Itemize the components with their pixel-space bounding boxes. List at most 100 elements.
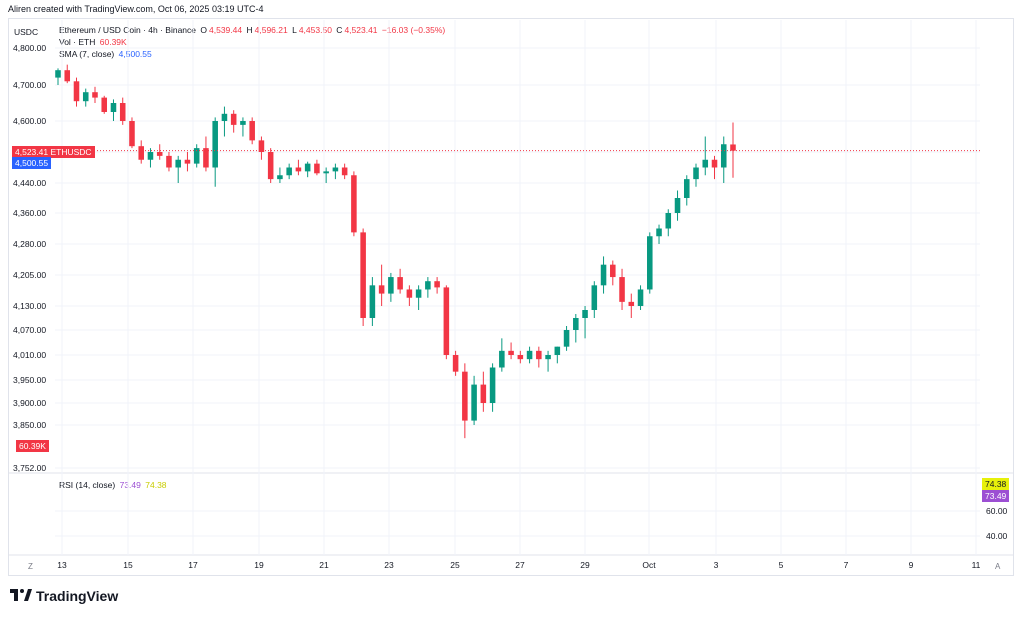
candle-body xyxy=(628,301,635,306)
candle-body xyxy=(129,121,135,147)
rsi-tick-label: 60.00 xyxy=(986,506,1008,516)
candle-body xyxy=(545,355,551,360)
candle-body xyxy=(351,175,357,233)
candle-body xyxy=(582,310,588,318)
y-tick-label: 4,700.00 xyxy=(13,80,46,90)
candle-body xyxy=(415,289,422,298)
y-tick-label: 4,130.00 xyxy=(13,301,46,311)
y-tick-label: 4,440.00 xyxy=(13,178,46,188)
rsi-ma-value: 74.38 xyxy=(145,480,167,490)
candle-body xyxy=(277,175,283,180)
candle-body xyxy=(360,232,366,318)
candle-body xyxy=(230,113,237,125)
candle-body xyxy=(683,179,690,198)
rsi-tick-label: 40.00 xyxy=(986,531,1008,541)
x-tick-label: 27 xyxy=(515,560,525,570)
candle-body xyxy=(610,264,616,278)
rsi-label: RSI (14, close) xyxy=(59,480,116,490)
sma-value: 4,500.55 xyxy=(118,49,152,59)
tradingview-logo[interactable]: TradingView xyxy=(10,588,118,604)
candle-body xyxy=(489,367,496,403)
candle-body xyxy=(240,121,246,125)
candle-body xyxy=(508,350,514,355)
sma-legend[interactable]: SMA (7, close) 4,500.55 xyxy=(59,49,154,59)
candle-body xyxy=(693,167,699,180)
x-tick-label: Oct xyxy=(642,560,656,570)
candle-body xyxy=(304,163,311,172)
tradingview-logo-icon xyxy=(10,588,32,604)
candle-body xyxy=(64,70,71,82)
candle-body xyxy=(397,277,403,290)
candle-body xyxy=(702,159,709,168)
candle-body xyxy=(730,144,736,151)
candle-body xyxy=(378,285,385,294)
candle-body xyxy=(720,144,727,168)
x-tick-label: 19 xyxy=(254,560,264,570)
candle-body xyxy=(156,152,163,156)
candle-body xyxy=(499,350,505,368)
candle-body xyxy=(295,167,302,172)
candle-body xyxy=(665,213,672,229)
high-value: 4,596.21 xyxy=(254,25,288,35)
x-tick-label: 21 xyxy=(319,560,329,570)
zoom-reset-button[interactable]: Z xyxy=(28,562,33,571)
volume-tag: 60.39K xyxy=(16,440,49,452)
candle-body xyxy=(480,384,487,403)
candle-body xyxy=(656,228,662,237)
candle-body xyxy=(82,92,89,102)
x-tick-label: 13 xyxy=(57,560,67,570)
change-value: −16.03 (−0.35%) xyxy=(381,25,446,35)
y-tick-label: 4,205.00 xyxy=(13,270,46,280)
x-tick-label: 9 xyxy=(909,560,914,570)
x-tick-label: 29 xyxy=(580,560,590,570)
open-label: O xyxy=(200,25,208,35)
y-tick-label: 4,800.00 xyxy=(13,43,46,53)
y-tick-label: 4,360.00 xyxy=(13,208,46,218)
candle-body xyxy=(341,167,348,176)
x-tick-label: 23 xyxy=(384,560,394,570)
volume-label: Vol · ETH xyxy=(59,37,96,47)
sma-price-tag: 4,500.55 xyxy=(12,157,52,169)
candle-body xyxy=(619,277,625,302)
candle-body xyxy=(637,289,644,306)
close-label: C xyxy=(336,25,343,35)
last-price-tag: 4,523.41 ETHUSDC xyxy=(12,146,95,158)
open-value: 4,539.44 xyxy=(209,25,243,35)
y-tick-label: 4,280.00 xyxy=(13,239,46,249)
chart-credit: Aliren created with TradingView.com, Oct… xyxy=(8,4,264,14)
candle-body xyxy=(249,121,255,141)
candle-body xyxy=(193,148,200,164)
candle-body xyxy=(203,148,209,168)
candle-body xyxy=(110,103,117,112)
tradingview-logo-text: TradingView xyxy=(36,588,119,604)
candle-body xyxy=(212,121,218,168)
candle-body xyxy=(323,171,329,174)
candle-body xyxy=(267,152,274,180)
candle-body xyxy=(406,289,413,298)
candle-body xyxy=(674,198,681,213)
candle-body xyxy=(443,287,450,355)
rsi-legend[interactable]: RSI (14, close) 73.49 74.38 xyxy=(59,480,169,490)
candle-body xyxy=(73,81,80,102)
high-label: H xyxy=(246,25,253,35)
low-label: L xyxy=(292,25,297,35)
y-tick-label: 4,600.00 xyxy=(13,116,46,126)
x-tick-label: 25 xyxy=(450,560,460,570)
last-price-value: 4,523.41 xyxy=(15,147,49,157)
last-price-symbol: ETHUSDC xyxy=(50,147,92,157)
low-value: 4,453.50 xyxy=(298,25,332,35)
volume-legend[interactable]: Vol · ETH 60.39K xyxy=(59,37,129,47)
candle-body xyxy=(526,350,533,360)
candle-body xyxy=(166,155,172,168)
rsi-ma-tag: 74.38 xyxy=(982,478,1010,490)
candle-body xyxy=(286,167,292,176)
currency-label: USDC xyxy=(14,27,39,37)
candle-body xyxy=(462,371,468,421)
candle-body xyxy=(101,97,108,112)
chart-frame xyxy=(8,18,1014,576)
x-tick-label: 11 xyxy=(972,560,981,570)
rsi-value: 73.49 xyxy=(119,480,141,490)
candle-body xyxy=(563,330,570,347)
auto-scale-button[interactable]: A xyxy=(995,562,1001,571)
